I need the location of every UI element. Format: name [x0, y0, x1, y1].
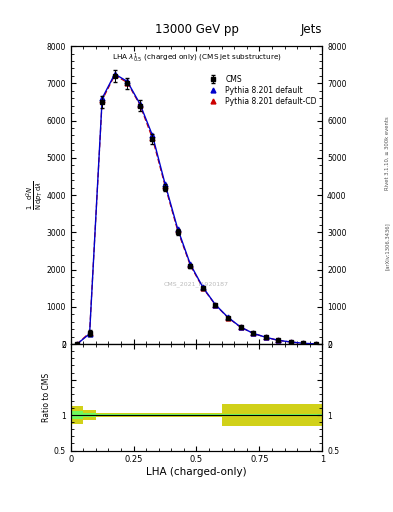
Bar — [272, 414, 285, 416]
Bar — [171, 413, 184, 417]
Legend: CMS, Pythia 8.201 default, Pythia 8.201 default-CD: CMS, Pythia 8.201 default, Pythia 8.201 … — [203, 74, 318, 108]
Bar — [209, 414, 222, 416]
Bar — [71, 411, 83, 419]
Bar — [297, 404, 310, 425]
Text: Jets: Jets — [301, 23, 322, 36]
Bar — [134, 414, 146, 416]
Text: CMS_2021_I1920187: CMS_2021_I1920187 — [164, 282, 229, 287]
Bar — [146, 413, 159, 417]
Bar — [247, 414, 259, 416]
Bar — [159, 414, 171, 416]
Bar — [259, 404, 272, 425]
Bar — [96, 413, 108, 417]
Bar — [83, 413, 96, 417]
Bar — [234, 414, 247, 416]
Bar — [196, 413, 209, 417]
Bar — [121, 414, 134, 416]
Text: [arXiv:1306.3436]: [arXiv:1306.3436] — [385, 222, 389, 270]
Y-axis label: $\frac{1}{\mathrm{N}}\frac{\mathrm{d}^2N}{\mathrm{d}p_T\,\mathrm{d}\lambda}$: $\frac{1}{\mathrm{N}}\frac{\mathrm{d}^2N… — [24, 180, 45, 210]
Bar — [272, 404, 285, 425]
Bar — [108, 413, 121, 417]
Bar — [184, 414, 196, 416]
Bar — [209, 413, 222, 417]
Bar — [108, 414, 121, 416]
Bar — [310, 404, 322, 425]
Bar — [285, 404, 297, 425]
Bar — [96, 414, 108, 416]
Bar — [184, 413, 196, 417]
Bar — [196, 414, 209, 416]
Bar — [310, 414, 322, 416]
Y-axis label: Ratio to CMS: Ratio to CMS — [42, 373, 51, 422]
Text: 13000 GeV pp: 13000 GeV pp — [154, 23, 239, 36]
Bar — [146, 414, 159, 416]
X-axis label: LHA (charged-only): LHA (charged-only) — [146, 467, 247, 477]
Bar — [234, 404, 247, 425]
Bar — [222, 414, 234, 416]
Bar — [134, 413, 146, 417]
Bar — [247, 404, 259, 425]
Bar — [83, 410, 96, 420]
Bar — [71, 406, 83, 424]
Bar — [285, 414, 297, 416]
Bar — [259, 414, 272, 416]
Text: LHA $\lambda^1_{0.5}$ (charged only) (CMS jet substructure): LHA $\lambda^1_{0.5}$ (charged only) (CM… — [112, 52, 281, 66]
Bar — [222, 404, 234, 425]
Bar — [121, 413, 134, 417]
Bar — [171, 414, 184, 416]
Bar — [297, 414, 310, 416]
Bar — [159, 413, 171, 417]
Text: Rivet 3.1.10, ≥ 300k events: Rivet 3.1.10, ≥ 300k events — [385, 117, 389, 190]
